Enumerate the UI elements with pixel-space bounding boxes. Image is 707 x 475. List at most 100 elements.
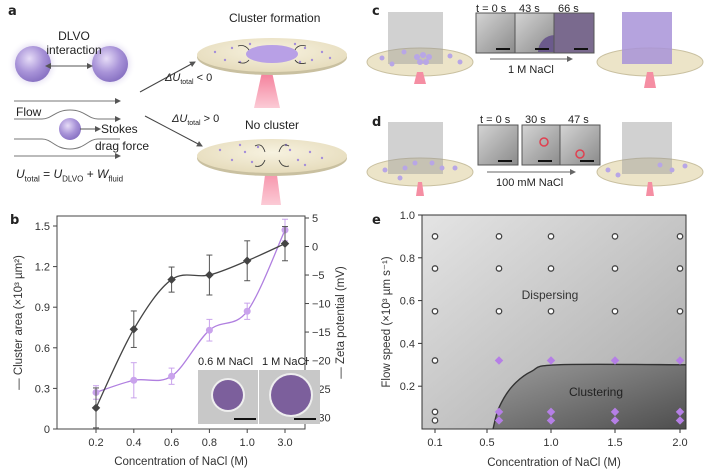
y-tick-label: 0.9 — [35, 302, 50, 314]
y-tick-label: 0.3 — [35, 383, 50, 395]
data-point-area — [205, 326, 213, 334]
particle-right-icon — [92, 46, 128, 82]
clustering-point — [610, 416, 620, 425]
scattered-particles-bottom — [218, 143, 324, 167]
x-tick-label: 0.6 — [164, 437, 179, 449]
time-c-43: 43 s — [519, 3, 540, 15]
panel-c-label: c — [372, 4, 380, 19]
inset-image-1M — [259, 370, 320, 424]
flow-label: Flow — [16, 105, 42, 119]
y-axis-label: Flow speed (×10³ µm s⁻¹) — [381, 256, 393, 387]
series-line-area — [95, 229, 286, 394]
clustering-point — [494, 356, 504, 365]
panels-c-d-illustration — [366, 12, 704, 196]
x-tick-label: 0.8 — [202, 437, 217, 449]
region-label-dispersing: Dispersing — [522, 288, 579, 302]
plot-frame — [421, 214, 687, 430]
dispersing-point — [676, 307, 684, 315]
clustering-region — [493, 364, 687, 429]
y2-tick-label: −20 — [312, 356, 331, 368]
y-tick-label: 1.5 — [35, 221, 50, 233]
scattered-particles-top — [213, 42, 332, 64]
arrow-to-cluster — [139, 61, 196, 93]
data-point-zeta — [91, 403, 101, 413]
y-tick-label: 1.2 — [35, 262, 50, 274]
dispersing-point — [431, 233, 439, 240]
dispersing-point — [431, 408, 439, 416]
x-tick-label: 0.1 — [427, 437, 442, 449]
chart-e: 0.2 0.4 0.6 0.8 1.0 0.1 0.5 1.0 1.5 2.0 Concentrat… — [381, 210, 688, 469]
clustering-point — [494, 416, 504, 425]
x-tick-label: 2.0 — [672, 437, 687, 449]
condition-negative: ΔUtotal < 0 — [165, 72, 213, 87]
y-tick-label: 0.8 — [400, 253, 415, 265]
x-axis-label: Concentration of NaCl (M) — [114, 456, 248, 468]
x-tick-label: 0.2 — [88, 437, 103, 449]
stokes-label: Stokes — [101, 122, 138, 136]
time-c-0: t = 0 s — [476, 3, 507, 15]
condition-c: 1 M NaCl — [508, 64, 554, 76]
y-tick-label: 0.2 — [400, 381, 415, 393]
x-tick-label: 1.0 — [240, 437, 255, 449]
inset-label-0-6M: 0.6 M NaCl — [198, 356, 254, 368]
y2-tick-label: −10 — [312, 299, 331, 311]
dispersing-point — [495, 265, 503, 272]
disk-bottom — [197, 139, 347, 173]
dlvo-label: DLVO interaction — [40, 29, 108, 57]
y2-tick-label: 5 — [312, 213, 318, 225]
data-point-zeta — [280, 239, 290, 248]
em-image-d-0 — [477, 124, 519, 166]
data-point-zeta — [205, 270, 214, 280]
drag-force-label: drag force — [95, 139, 150, 153]
phase-boundary — [492, 363, 687, 430]
x-tick-label: 0.5 — [479, 437, 494, 449]
data-point-area — [168, 372, 176, 380]
clustering-point — [675, 407, 685, 417]
dlvo-line1: DLVO — [58, 29, 90, 43]
data-point-zeta — [129, 324, 139, 334]
dispersing-point — [495, 233, 503, 240]
em-image-c-0 — [475, 12, 517, 54]
chart-b: 00.30.60.91.21.550−5−10−15−20−25−300.2 0.… — [13, 213, 347, 468]
cluster-formation-title: Cluster formation — [229, 11, 321, 25]
condition-d: 100 mM NaCl — [496, 177, 564, 189]
cluster-blob — [246, 45, 298, 63]
panel-d-label: d — [372, 115, 382, 130]
dispersing-point — [547, 233, 555, 240]
time-d-30: 30 s — [525, 114, 546, 126]
clustering-point — [546, 416, 556, 425]
inset-label-1M: 1 M NaCl — [262, 356, 308, 368]
dlvo-line2: interaction — [46, 43, 102, 57]
y2-tick-label: −5 — [312, 270, 325, 282]
y2-tick-label: 0 — [312, 242, 318, 254]
y2-tick-label: −15 — [312, 327, 331, 339]
dispersing-point — [431, 417, 439, 424]
x-tick-label: 0.4 — [126, 437, 141, 449]
clustering-point — [675, 416, 685, 425]
time-d-47: 47 s — [568, 114, 589, 126]
y-tick-label: 0 — [44, 424, 50, 436]
condition-positive: ΔUtotal > 0 — [172, 113, 220, 128]
dispersing-point — [495, 307, 503, 315]
panel-e-label: e — [372, 213, 381, 228]
inset-micrographs: 0.6 M NaCl 1 M NaCl — [198, 356, 320, 426]
x-tick-label: 3.0 — [277, 437, 292, 449]
panel-a-schematic — [7, 38, 347, 205]
y-tick-label: 0.6 — [35, 343, 50, 355]
dispersing-point — [547, 265, 555, 272]
data-point-zeta — [167, 275, 176, 284]
cube-outline-d-right — [622, 122, 672, 174]
y-tick-label: 1.0 — [400, 210, 415, 222]
dispersing-point — [611, 307, 619, 315]
dispersing-point — [431, 265, 439, 272]
x-tick-label: 1.5 — [607, 437, 622, 449]
cube-outline-d-left — [388, 122, 443, 174]
time-d-0: t = 0 s — [480, 114, 511, 126]
y-axis-label: — Cluster area (×10³ µm²) — [13, 255, 25, 390]
data-point-zeta — [242, 256, 252, 266]
dispersing-point — [431, 357, 439, 364]
x-tick-label: 1.0 — [543, 437, 558, 449]
em-image-c-66 — [553, 12, 595, 54]
clustering-point — [546, 407, 556, 417]
y-tick-label: 0.6 — [400, 296, 415, 308]
